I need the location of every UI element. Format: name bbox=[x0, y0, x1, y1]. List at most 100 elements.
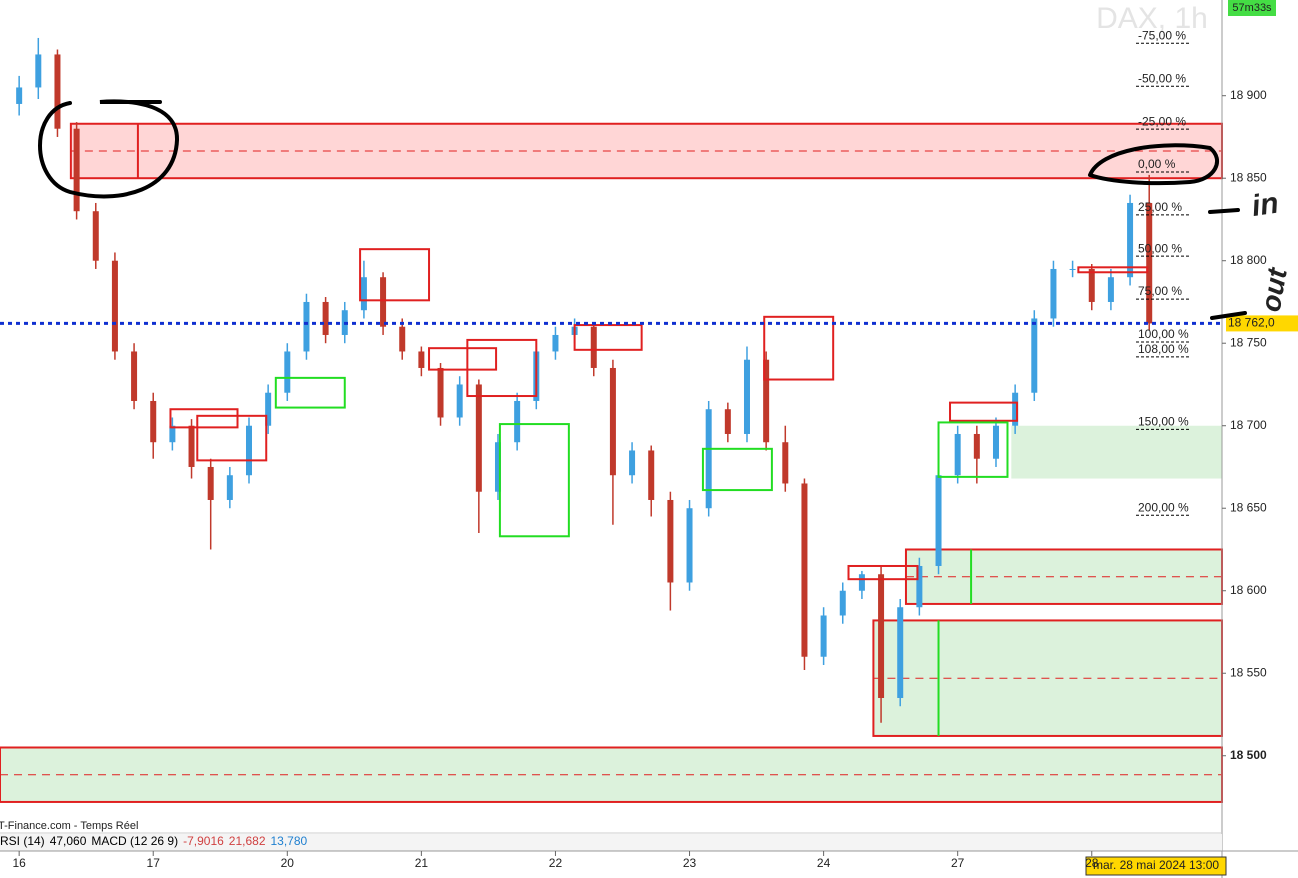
zone bbox=[1011, 425, 1222, 479]
candle-body bbox=[54, 54, 61, 129]
zone-box bbox=[949, 401, 1019, 422]
fib-label: 100,00 % bbox=[1138, 327, 1189, 341]
timer: 57m33s bbox=[1232, 2, 1272, 14]
candle-body bbox=[897, 607, 904, 698]
zone-box bbox=[196, 414, 268, 462]
indicator-strip bbox=[0, 834, 1222, 851]
zone-box bbox=[466, 338, 538, 398]
handwriting bbox=[38, 99, 1247, 320]
candle-body bbox=[1069, 268, 1076, 270]
candle-body bbox=[1107, 277, 1114, 302]
indicator-value: 21,682 bbox=[229, 834, 266, 848]
candle-body bbox=[150, 400, 157, 443]
candle-body bbox=[801, 483, 808, 657]
candle-body bbox=[131, 351, 138, 401]
candle-body bbox=[1031, 318, 1038, 393]
y-tick-label: 18 650 bbox=[1230, 500, 1267, 514]
candle-body bbox=[782, 442, 789, 484]
x-tick-label: 27 bbox=[951, 856, 965, 870]
fib-label: 75,00 % bbox=[1138, 284, 1182, 298]
candle-body bbox=[667, 499, 674, 583]
y-tick-label: 18 550 bbox=[1230, 665, 1267, 679]
candle-body bbox=[437, 367, 444, 418]
y-tick-label: 18 800 bbox=[1230, 253, 1267, 267]
indicator-text: RSI (14) 47,060 MACD (12 26 9) -7,9016 21,68… bbox=[0, 834, 308, 848]
indicator-value: MACD (12 26 9) bbox=[91, 834, 178, 848]
candle-body bbox=[245, 425, 252, 476]
zone-box bbox=[274, 376, 346, 409]
y-tick-label: 18 750 bbox=[1230, 335, 1267, 349]
source: T-Finance.com - Temps Réel bbox=[0, 820, 138, 832]
zone-box bbox=[701, 447, 773, 492]
candle-body bbox=[475, 384, 482, 492]
timer-badge bbox=[1228, 0, 1276, 16]
annotation-out: out bbox=[1255, 264, 1293, 314]
candle-body bbox=[1050, 268, 1057, 319]
zone-box bbox=[498, 423, 570, 538]
indicator-value: -7,9016 bbox=[183, 834, 224, 848]
candle-body bbox=[73, 128, 80, 212]
last-price-label: 18 762,0 bbox=[1228, 316, 1275, 330]
candle-body bbox=[1012, 392, 1019, 426]
candle-body bbox=[590, 326, 597, 368]
candle-body bbox=[1088, 268, 1095, 302]
candle-body bbox=[92, 211, 99, 261]
candle-body bbox=[514, 400, 521, 443]
candle-body bbox=[303, 301, 310, 352]
exit-dash bbox=[1210, 311, 1247, 320]
candle-body bbox=[188, 425, 195, 467]
candle-body bbox=[399, 326, 406, 352]
candle-body bbox=[284, 351, 291, 393]
candle-body bbox=[935, 475, 942, 566]
y-tick-label: 18 500 bbox=[1230, 748, 1267, 762]
candle-body bbox=[992, 425, 999, 459]
zone-box bbox=[1077, 266, 1149, 274]
annotation-in: in bbox=[1250, 187, 1281, 223]
candle-body bbox=[724, 409, 731, 434]
candle-body bbox=[820, 615, 827, 657]
candle-body bbox=[380, 277, 387, 327]
zone-box bbox=[169, 408, 239, 429]
zone-box bbox=[428, 347, 498, 371]
candle-body bbox=[916, 565, 923, 608]
candle-body bbox=[973, 433, 980, 459]
candle-body bbox=[954, 433, 961, 476]
candle-body bbox=[1146, 202, 1153, 324]
candle-body bbox=[609, 367, 616, 476]
candle-body bbox=[878, 574, 885, 698]
candle-body bbox=[858, 574, 865, 591]
indicator-value: 13,780 bbox=[271, 834, 308, 848]
fib-label: 0,00 % bbox=[1138, 157, 1176, 171]
candle-body bbox=[629, 450, 636, 476]
x-tick-label: 17 bbox=[147, 856, 161, 870]
candle-body bbox=[705, 409, 712, 509]
fib-label: -75,00 % bbox=[1138, 28, 1186, 42]
y-tick-label: 18 700 bbox=[1230, 418, 1267, 432]
candle-body bbox=[743, 359, 750, 434]
y-tick-label: 18 600 bbox=[1230, 583, 1267, 597]
y-tick-label: 18 900 bbox=[1230, 88, 1267, 102]
candle-body bbox=[360, 277, 367, 311]
zone-box bbox=[573, 324, 643, 351]
zone-box bbox=[359, 248, 431, 302]
zone-box bbox=[847, 564, 919, 581]
indicator-value: 47,060 bbox=[50, 834, 87, 848]
candle-body bbox=[169, 425, 176, 443]
x-tick-label: 24 bbox=[817, 856, 831, 870]
candle-body bbox=[16, 87, 23, 104]
candle-body bbox=[494, 442, 501, 492]
candle-body bbox=[418, 351, 425, 368]
fib-label: 200,00 % bbox=[1138, 500, 1189, 514]
candle-body bbox=[839, 590, 846, 616]
candle-body bbox=[226, 475, 233, 500]
fib-label: 150,00 % bbox=[1138, 415, 1189, 429]
circle-annotation bbox=[1088, 143, 1220, 186]
circle-annotation bbox=[38, 99, 180, 199]
candle-body bbox=[686, 508, 693, 583]
fib-label: 50,00 % bbox=[1138, 241, 1182, 255]
indicator-value: RSI (14) bbox=[0, 834, 45, 848]
watermark-title: DAX, 1h bbox=[1096, 2, 1208, 35]
x-tick-label: 16 bbox=[12, 856, 26, 870]
candle-body bbox=[1127, 202, 1134, 278]
